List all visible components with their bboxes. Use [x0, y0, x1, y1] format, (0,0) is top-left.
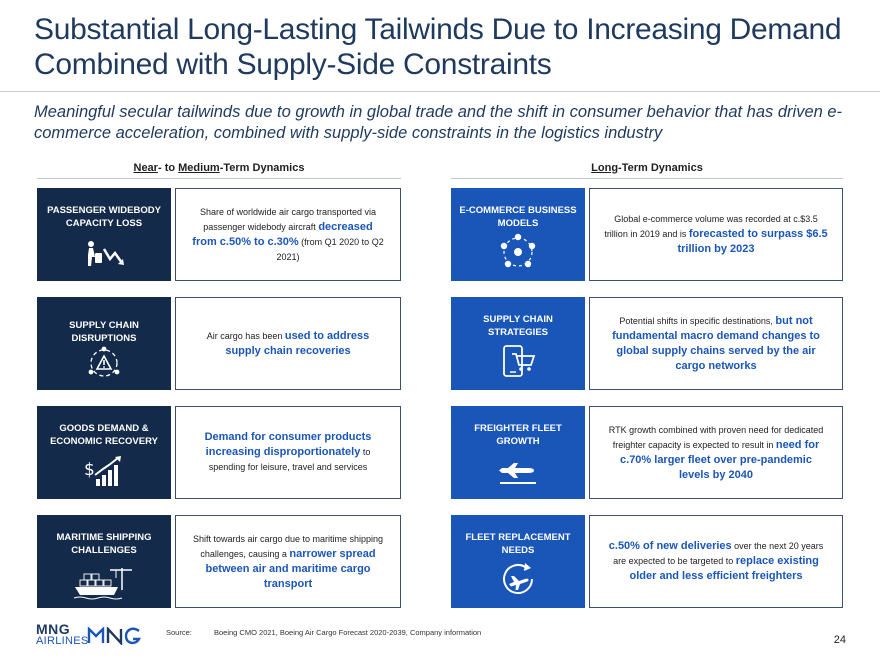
description-text: Global e-commerce volume was recorded at… — [604, 214, 818, 239]
description-text: Shift towards air cargo due to maritime … — [192, 533, 384, 559]
luggage-decline-icon — [82, 236, 126, 272]
highlight-text: decreased — [318, 220, 373, 233]
highlight-text: c.50% of new deliveries — [608, 540, 732, 552]
tile-label: FREIGHTER FLEET GROWTH — [474, 423, 562, 447]
card-supply-chain-strategies: SUPPLY CHAIN STRATEGIES Potential shifts… — [451, 297, 843, 390]
card-passenger-widebody: PASSENGER WIDEBODY CAPACITY LOSS Share o… — [37, 188, 401, 281]
highlight-text: narrower spread between air and maritime… — [205, 547, 376, 590]
header-to: - to — [157, 162, 179, 174]
description-text: Potential shifts in specific destination… — [619, 315, 776, 326]
company-logo-mark-icon — [87, 625, 143, 647]
source-note: Source: Boeing CMO 2021, Boeing Air Cargo… — [166, 628, 481, 637]
mobile-cart-icon — [496, 343, 540, 379]
label-tile: SUPPLY CHAIN DISRUPTIONS — [37, 297, 171, 390]
tile-label: MARITIME SHIPPING CHALLENGES — [56, 532, 152, 556]
description-box: Demand for consumer products increasing … — [175, 406, 401, 499]
highlight-text-2: from c.50% to c.30% — [192, 235, 299, 248]
label-tile: E-COMMERCE BUSINESS MODELS — [451, 188, 585, 281]
left-header-rule — [37, 178, 401, 179]
tile-label: FLEET REPLACEMENT NEEDS — [465, 532, 571, 556]
right-header-rule — [451, 178, 843, 179]
highlight-text: forecasted to surpass $6.5 trillion by 2… — [677, 228, 828, 255]
logo-mng: MNG — [36, 621, 71, 637]
header-medium: Medium — [178, 162, 220, 174]
source-label: Source: — [166, 628, 192, 637]
tile-label: E-COMMERCE BUSINESS MODELS — [459, 205, 577, 229]
tile-label: GOODS DEMAND & ECONOMIC RECOVERY — [50, 423, 158, 447]
supply-chain-warning-icon — [82, 345, 126, 381]
header-long: Long — [591, 162, 619, 174]
highlight-text: but not fundamental macro demand changes… — [612, 314, 820, 372]
logo-airlines: AIRLINES — [36, 635, 89, 647]
label-tile: FREIGHTER FLEET GROWTH — [451, 406, 585, 499]
source-text: Boeing CMO 2021, Boeing Air Cargo Foreca… — [214, 628, 482, 637]
description-text-2: (from Q1 2020 to Q2 2021) — [276, 236, 384, 262]
tile-label: PASSENGER WIDEBODY CAPACITY LOSS — [47, 205, 161, 229]
description-box: Share of worldwide air cargo transported… — [175, 188, 401, 281]
svg-text:$: $ — [84, 460, 95, 480]
card-fleet-replacement-needs: FLEET REPLACEMENT NEEDS c.50% of new del… — [451, 515, 843, 608]
header-near: Near — [133, 162, 158, 174]
description-box: Air cargo has been used to address suppl… — [175, 297, 401, 390]
tile-label: SUPPLY CHAIN STRATEGIES — [483, 314, 553, 338]
description-text: Share of worldwide air cargo transported… — [199, 206, 377, 232]
title-divider — [0, 91, 880, 92]
tile-label: SUPPLY CHAIN DISRUPTIONS — [69, 320, 139, 344]
airplane-cycle-icon — [496, 561, 540, 597]
page-subtitle: Meaningful secular tailwinds due to grow… — [34, 103, 843, 142]
card-ecommerce-business-models: E-COMMERCE BUSINESS MODELS Global e-comm… — [451, 188, 843, 281]
airplane-icon — [496, 452, 540, 488]
label-tile: GOODS DEMAND & ECONOMIC RECOVERY $ — [37, 406, 171, 499]
highlight-text: Demand for consumer products increasing … — [204, 431, 372, 458]
card-maritime-shipping: MARITIME SHIPPING CHALLENGES Shift towar… — [37, 515, 401, 608]
label-tile: PASSENGER WIDEBODY CAPACITY LOSS — [37, 188, 171, 281]
description-box: Potential shifts in specific destination… — [589, 297, 843, 390]
ecommerce-network-icon — [496, 233, 540, 270]
description-box: RTK growth combined with proven need for… — [589, 406, 843, 499]
page-title: Substantial Long-Lasting Tailwinds Due t… — [34, 13, 842, 81]
header-long-term: -Term Dynamics — [618, 162, 703, 174]
description-box: Shift towards air cargo due to maritime … — [175, 515, 401, 608]
card-freighter-fleet-growth: FREIGHTER FLEET GROWTH RTK growth combin… — [451, 406, 843, 499]
description-box: c.50% of new deliveries over the next 20… — [589, 515, 843, 608]
highlight-text: used to address supply chain recoveries — [225, 329, 370, 357]
dollar-growth-icon: $ — [82, 454, 126, 490]
page-number: 24 — [833, 634, 846, 646]
description-text: RTK growth combined with proven need for… — [608, 424, 824, 450]
card-goods-demand: GOODS DEMAND & ECONOMIC RECOVERY $ Deman… — [37, 406, 401, 499]
description-box: Global e-commerce volume was recorded at… — [589, 188, 843, 281]
highlight-text: need for c.70% larger fleet over pre-pan… — [620, 438, 820, 481]
right-column-header: Long-Term Dynamics — [451, 162, 843, 174]
label-tile: FLEET REPLACEMENT NEEDS — [451, 515, 585, 608]
container-ship-icon — [72, 565, 136, 601]
card-supply-chain-disruptions: SUPPLY CHAIN DISRUPTIONS Air cargo has b… — [37, 297, 401, 390]
highlight-text-2: replace existing older and less efficien… — [629, 555, 819, 582]
left-column-header: Near- to Medium-Term Dynamics — [37, 162, 401, 174]
description-text: Air cargo has been — [206, 330, 285, 341]
header-term: -Term Dynamics — [219, 162, 305, 174]
label-tile: MARITIME SHIPPING CHALLENGES — [37, 515, 171, 608]
description-text: to spending for leisure, travel and serv… — [208, 447, 371, 472]
description-text: over the next 20 years are expected to b… — [613, 541, 824, 566]
label-tile: SUPPLY CHAIN STRATEGIES — [451, 297, 585, 390]
